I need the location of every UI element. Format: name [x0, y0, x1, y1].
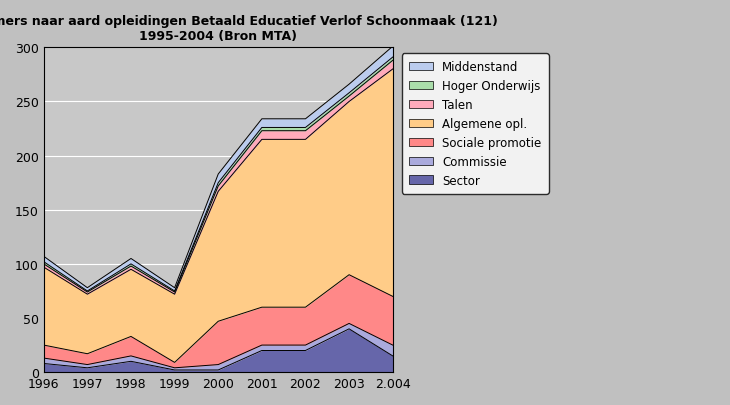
Legend: Middenstand, Hoger Onderwijs, Talen, Algemene opl., Sociale promotie, Commissie,: Middenstand, Hoger Onderwijs, Talen, Alg…	[402, 54, 548, 194]
Title: Werknemers naar aard opleidingen Betaald Educatief Verlof Schoonmaak (121)
1995-: Werknemers naar aard opleidingen Betaald…	[0, 15, 498, 43]
